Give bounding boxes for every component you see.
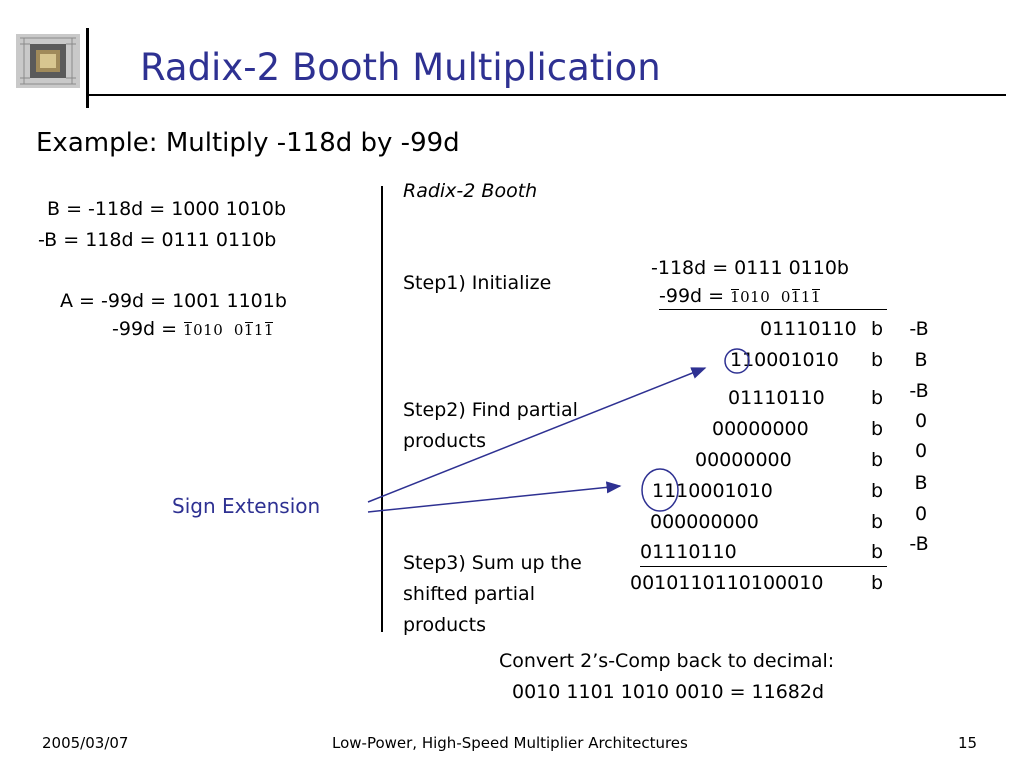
- pp-row-suffix: b: [871, 349, 884, 371]
- pp-row-value: 01110110: [640, 541, 737, 563]
- a-recode-label: -99d =: [112, 318, 184, 340]
- negb-definition: -B = 118d = 0111 0110b: [38, 229, 277, 251]
- chip-logo-icon: [16, 34, 80, 88]
- a-recode-digits: 1010 0111: [183, 321, 275, 339]
- neg99-digits: 1010 0111: [730, 288, 822, 306]
- sign-bit-circle-2: [641, 468, 679, 512]
- pp-row-op: -B: [909, 533, 929, 555]
- sum-result: 0010110110100010: [630, 572, 824, 594]
- pp-row-op: -B: [909, 380, 929, 402]
- pp-row-op: 0: [914, 410, 928, 432]
- pp-row-op: -B: [909, 318, 929, 340]
- neg99-recoded: -99d = 1010 0111: [659, 285, 887, 310]
- sum-underline: [640, 566, 887, 567]
- column-divider: [381, 186, 383, 632]
- pp-row-suffix: b: [871, 449, 884, 471]
- pp-row-value: 01110110: [760, 318, 857, 340]
- pp-row-suffix: b: [871, 541, 884, 563]
- pp-row-suffix: b: [871, 480, 884, 502]
- pp-row-value: 1110001010: [652, 480, 773, 502]
- pp-row-op: B: [914, 472, 928, 494]
- pp-row-suffix: b: [871, 387, 884, 409]
- pp-row-value: 01110110: [728, 387, 825, 409]
- pp-row-op: 0: [914, 503, 928, 525]
- pp-row-value: 00000000: [712, 418, 809, 440]
- title-vertical-rule: [86, 28, 89, 108]
- sum-result-suffix: b: [871, 572, 884, 594]
- pp-row-value: 110001010: [730, 349, 839, 371]
- convert-line-2: 0010 1101 1010 0010 = 11682d: [512, 681, 825, 703]
- sign-extension-label: Sign Extension: [172, 494, 321, 518]
- footer-course: Low-Power, High-Speed Multiplier Archite…: [332, 734, 688, 752]
- neg118-line: -118d = 0111 0110b: [651, 257, 849, 279]
- pp-row-suffix: b: [871, 418, 884, 440]
- neg99-label: -99d =: [659, 285, 731, 307]
- a-recoded: -99d = 1010 0111: [112, 318, 274, 340]
- pp-row-value: 000000000: [650, 511, 759, 533]
- page-title: Radix-2 Booth Multiplication: [140, 46, 661, 89]
- pp-row-op: B: [914, 349, 928, 371]
- subtitle: Example: Multiply -118d by -99d: [36, 128, 460, 158]
- pp-row-suffix: b: [871, 318, 884, 340]
- footer-page-number: 15: [958, 734, 978, 752]
- sign-bit-circle-1: [724, 348, 750, 374]
- a-definition: A = -99d = 1001 1101b: [60, 290, 287, 312]
- pp-row-op: 0: [914, 440, 928, 462]
- arrow-to-row-6: [367, 481, 622, 513]
- pp-row-value: 00000000: [695, 449, 792, 471]
- step1-label: Step1) Initialize: [403, 272, 552, 294]
- footer-date: 2005/03/07: [42, 734, 129, 752]
- step3-label: Step3) Sum up the shifted partial produc…: [403, 552, 582, 636]
- b-definition: B = -118d = 1000 1010b: [47, 198, 287, 220]
- arrow-to-row-2: [367, 367, 707, 503]
- convert-line-1: Convert 2’s-Comp back to decimal:: [499, 650, 835, 672]
- method-label: Radix-2 Booth: [403, 180, 538, 202]
- title-horizontal-rule: [86, 94, 1006, 96]
- pp-row-suffix: b: [871, 511, 884, 533]
- step2-label: Step2) Find partial products: [403, 399, 578, 452]
